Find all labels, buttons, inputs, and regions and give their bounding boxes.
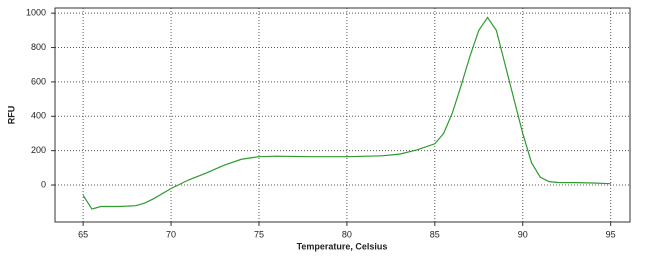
data-line [82,16,611,210]
plot-frame [54,7,631,223]
y-tick-label: 200 [31,145,46,155]
x-tick-label: 65 [78,229,88,239]
y-tick-label: 0 [41,179,46,189]
x-tick-label: 95 [606,229,616,239]
y-tick-label: 1000 [26,8,46,18]
x-tick-label: 85 [430,229,440,239]
x-tick-label: 90 [518,229,528,239]
x-tick-label: 70 [166,229,176,239]
y-axis-title: RFU [6,106,16,125]
x-axis-title: Temperature, Celsius [297,241,388,251]
x-tick-label: 75 [254,229,264,239]
x-tick-label: 80 [342,229,352,239]
y-tick-label: 800 [31,42,46,52]
y-tick-label: 400 [31,111,46,121]
plot-area [55,8,630,222]
y-tick-label: 600 [31,76,46,86]
